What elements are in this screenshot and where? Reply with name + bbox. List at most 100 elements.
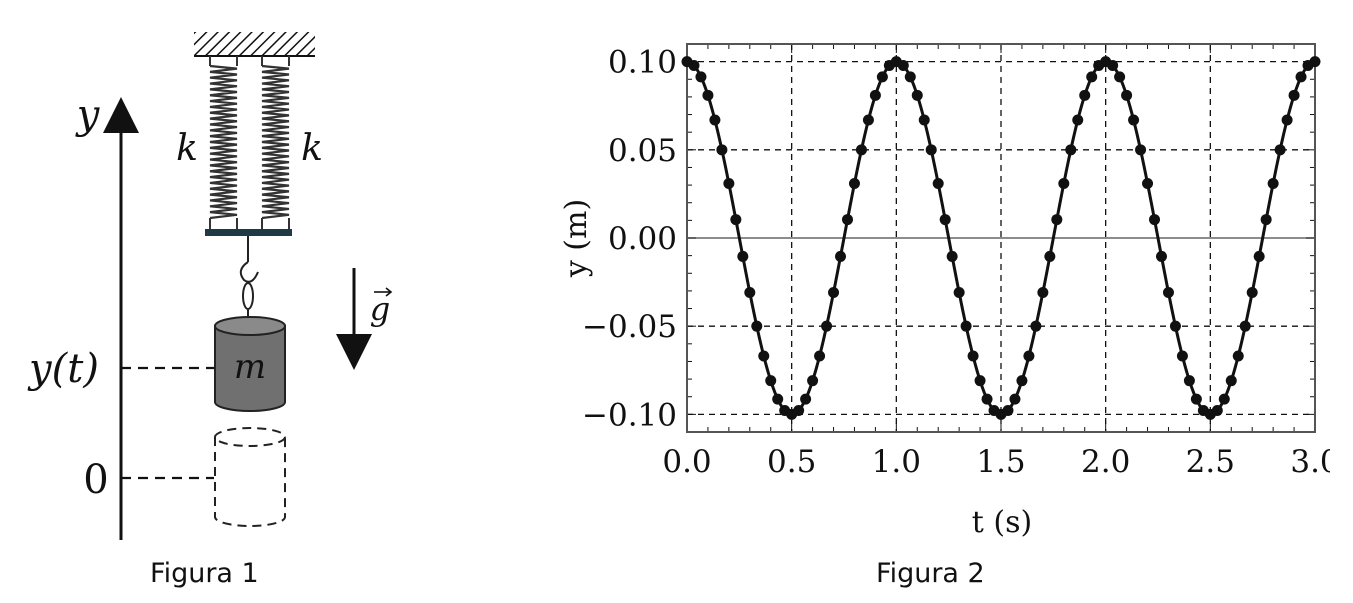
- figure-1-spring-mass-diagram: m y k k g y(t) 0: [27, 32, 393, 540]
- x-tick-label: 2.0: [1081, 444, 1130, 480]
- data-point: [1114, 71, 1126, 83]
- x-tick-label: 0.0: [662, 444, 711, 480]
- data-point: [1246, 286, 1258, 298]
- data-point: [1267, 178, 1279, 190]
- data-point: [1169, 320, 1181, 332]
- data-point: [737, 250, 749, 262]
- data-point: [974, 375, 986, 387]
- svg-text:g: g: [370, 290, 390, 328]
- y-tick-label: 0.00: [608, 221, 677, 257]
- spring-connector-bar: [205, 229, 292, 236]
- spring-right: [261, 56, 290, 232]
- data-point: [925, 144, 937, 156]
- data-point: [688, 59, 700, 71]
- data-point: [1288, 89, 1300, 101]
- origin-label: 0: [83, 457, 108, 503]
- data-point: [793, 405, 805, 417]
- data-point: [1079, 89, 1091, 101]
- mass-cylinder: [214, 316, 286, 412]
- data-point: [1002, 405, 1014, 417]
- y-tick-label: −0.05: [582, 309, 677, 345]
- data-point: [1065, 144, 1077, 156]
- data-point: [1030, 320, 1042, 332]
- ceiling-support: [194, 32, 315, 57]
- data-point: [841, 214, 853, 226]
- x-tick-label: 1.5: [976, 444, 1025, 480]
- data-point: [716, 144, 728, 156]
- data-point: [981, 393, 993, 405]
- data-point: [695, 71, 707, 83]
- data-point: [1218, 393, 1230, 405]
- data-point: [946, 250, 958, 262]
- data-point: [1086, 71, 1098, 83]
- data-point: [1051, 214, 1063, 226]
- y-tick-label: −0.10: [582, 397, 677, 433]
- chart-series: [681, 56, 1321, 420]
- y-tick-label: 0.10: [608, 45, 677, 81]
- data-point: [967, 350, 979, 362]
- data-point: [744, 286, 756, 298]
- data-point: [1128, 114, 1140, 126]
- data-point: [800, 393, 812, 405]
- data-point: [1309, 56, 1321, 68]
- data-point: [1190, 393, 1202, 405]
- spring-right-label: k: [301, 128, 323, 169]
- data-point: [1274, 144, 1286, 156]
- data-point: [1295, 71, 1307, 83]
- data-point: [1037, 286, 1049, 298]
- chart-grid: [687, 44, 1315, 432]
- data-point: [1058, 178, 1070, 190]
- data-point: [932, 178, 944, 190]
- data-point: [709, 114, 721, 126]
- plot-frame: [686, 43, 1316, 433]
- data-point: [848, 178, 860, 190]
- data-point: [828, 286, 840, 298]
- data-point: [869, 89, 881, 101]
- equilibrium-cylinder-outline: [214, 427, 286, 527]
- data-point: [1142, 178, 1154, 190]
- data-point: [1253, 250, 1265, 262]
- data-point: [953, 286, 965, 298]
- data-point: [1016, 375, 1028, 387]
- x-axis-label: t (s): [972, 505, 1032, 540]
- x-tick-label: 1.0: [872, 444, 921, 480]
- data-point: [723, 178, 735, 190]
- data-point: [758, 350, 770, 362]
- y-axis-label: y (m): [559, 199, 594, 278]
- data-point: [772, 393, 784, 405]
- data-point: [765, 375, 777, 387]
- data-point: [814, 350, 826, 362]
- data-point: [835, 250, 847, 262]
- data-point: [1072, 114, 1084, 126]
- data-point: [807, 375, 819, 387]
- x-tick-label: 3.0: [1290, 444, 1330, 480]
- data-point: [730, 214, 742, 226]
- data-point: [702, 89, 714, 101]
- position-label: y(t): [27, 346, 99, 392]
- x-tick-label: 0.5: [767, 444, 816, 480]
- spring-left: [209, 56, 238, 232]
- data-point: [939, 214, 951, 226]
- figure-2-position-time-chart: 0.0 0.5 1.0 1.5 2.0 2.5 3.0 0.10 0.05 0.00 −0.05 −0…: [559, 43, 1330, 540]
- data-point: [1183, 375, 1195, 387]
- data-point: [876, 71, 888, 83]
- y-tick-label: 0.05: [608, 133, 677, 169]
- data-point: [904, 71, 916, 83]
- data-point: [855, 144, 867, 156]
- chart-tick-labels: 0.0 0.5 1.0 1.5 2.0 2.5 3.0 0.10 0.05 0.00 −0.05 −0…: [582, 45, 1330, 480]
- data-point: [1162, 286, 1174, 298]
- data-point: [960, 320, 972, 332]
- data-point: [862, 114, 874, 126]
- data-point: [1281, 114, 1293, 126]
- y-axis-label: y: [75, 92, 101, 138]
- data-point: [821, 320, 833, 332]
- data-point: [1135, 144, 1147, 156]
- data-point: [1211, 405, 1223, 417]
- data-point: [1009, 393, 1021, 405]
- hook: [239, 236, 259, 320]
- data-point: [1225, 375, 1237, 387]
- gravity-label: g: [370, 287, 393, 328]
- data-point: [1107, 59, 1119, 71]
- data-point: [1121, 89, 1133, 101]
- spring-left-label: k: [176, 128, 198, 169]
